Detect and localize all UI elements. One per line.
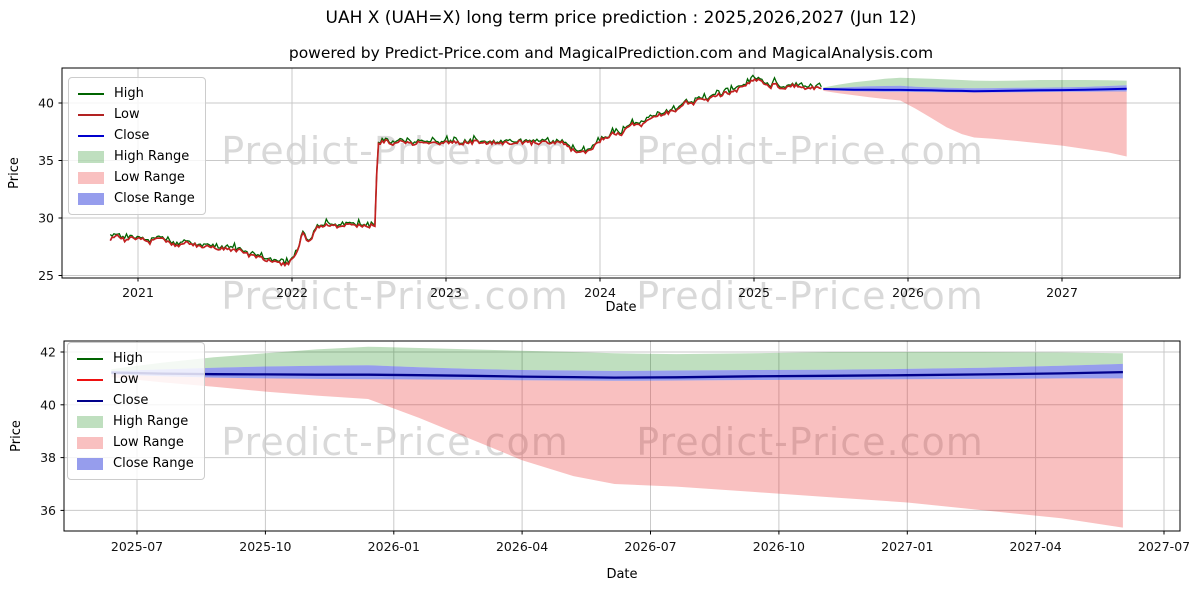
legend-item-low-range: Low Range bbox=[78, 167, 195, 188]
legend-item-close-range: Close Range bbox=[78, 188, 195, 209]
x-axis-label: Date bbox=[606, 567, 637, 582]
figure-subtitle: powered by Predict-Price.com and Magical… bbox=[288, 44, 934, 62]
close-forecast-line bbox=[823, 87, 1127, 93]
x-tick-label: 2021 bbox=[122, 285, 154, 300]
legend-swatch-high-range bbox=[77, 415, 103, 428]
high-range-band bbox=[823, 77, 1127, 89]
y-tick-label: 40 bbox=[38, 96, 54, 111]
legend-item-low: Low bbox=[78, 104, 195, 125]
y-tick-label: 36 bbox=[40, 503, 56, 518]
legend-item-close: Close bbox=[77, 390, 194, 411]
chart-forecast-zoom: 2025-07 2025-10 2026-01 2026-04 2026-07 2026-… bbox=[9, 340, 1190, 582]
history-lines bbox=[109, 74, 822, 267]
legend-label-close: Close bbox=[113, 393, 149, 408]
watermark-text: Predict-Price.com bbox=[636, 274, 984, 318]
legend-swatch-close bbox=[77, 399, 103, 402]
high-line bbox=[109, 74, 822, 267]
legend-swatch-high-range bbox=[78, 150, 104, 163]
low-line bbox=[109, 78, 822, 267]
legend-item-high: High bbox=[77, 348, 194, 369]
x-tick-label: 2027-04 bbox=[1009, 539, 1061, 554]
watermark-text: Predict-Price.com bbox=[636, 129, 984, 173]
x-tick-label: 2027-07 bbox=[1138, 539, 1190, 554]
x-tick-label: 2026-07 bbox=[624, 539, 676, 554]
legend-bottom-chart: High Low Close High Range Low Range Close Ran… bbox=[67, 342, 205, 480]
legend-swatch-high bbox=[78, 92, 104, 95]
x-tick-label: 2023 bbox=[430, 285, 462, 300]
low-range-band bbox=[823, 89, 1127, 157]
x-tick-label: 2026-10 bbox=[753, 539, 805, 554]
close-line-history bbox=[109, 78, 822, 267]
x-tick-label: 2025-10 bbox=[239, 539, 291, 554]
legend-label-close: Close bbox=[114, 128, 150, 143]
legend-label-low: Low bbox=[113, 372, 139, 387]
legend-top-chart: High Low Close High Range Low Range Close Ran… bbox=[68, 77, 206, 215]
legend-label-low-range: Low Range bbox=[113, 435, 184, 450]
x-tick-label: 2026-04 bbox=[496, 539, 548, 554]
watermark-text: Predict-Price.com bbox=[221, 129, 569, 173]
y-tick-label: 30 bbox=[38, 211, 54, 226]
legend-label-low: Low bbox=[114, 107, 140, 122]
legend-swatch-high bbox=[77, 357, 103, 360]
legend-swatch-low-range bbox=[77, 436, 103, 449]
legend-item-low: Low bbox=[77, 369, 194, 390]
legend-item-close: Close bbox=[78, 125, 195, 146]
x-tick-label: 2022 bbox=[276, 285, 308, 300]
watermark-text: Predict-Price.com bbox=[221, 274, 569, 318]
forecast-bands bbox=[823, 77, 1127, 157]
low-range-band bbox=[111, 374, 1123, 528]
legend-swatch-close-range bbox=[78, 192, 104, 205]
legend-item-high-range: High Range bbox=[78, 146, 195, 167]
legend-swatch-close-range bbox=[77, 457, 103, 470]
x-tick-label: 2025-07 bbox=[111, 539, 163, 554]
x-tick-label: 2026 bbox=[892, 285, 924, 300]
watermark-text: Predict-Price.com bbox=[636, 420, 984, 464]
plot-border bbox=[63, 340, 1181, 532]
legend-label-high-range: High Range bbox=[113, 414, 189, 429]
x-tick-label: 2024 bbox=[584, 285, 616, 300]
legend-label-high: High bbox=[113, 351, 143, 366]
legend-swatch-low bbox=[77, 378, 103, 381]
plot-border bbox=[61, 67, 1181, 279]
chart-long-term-history-and-forecast: 2021 2022 2023 2024 2025 2026 2027 25 30 35 40 Date… bbox=[7, 67, 1181, 315]
legend-swatch-low bbox=[78, 113, 104, 116]
legend-label-close-range: Close Range bbox=[113, 456, 194, 471]
y-tick-label: 42 bbox=[40, 345, 56, 360]
legend-item-low-range: Low Range bbox=[77, 432, 194, 453]
watermark-text: Predict-Price.com bbox=[221, 420, 569, 464]
legend-label-low-range: Low Range bbox=[114, 170, 185, 185]
legend-swatch-close bbox=[78, 134, 104, 137]
legend-item-high: High bbox=[78, 83, 195, 104]
legend-label-high-range: High Range bbox=[114, 149, 190, 164]
y-tick-label: 25 bbox=[38, 268, 54, 283]
x-tick-label: 2027-01 bbox=[881, 539, 933, 554]
y-tick-label: 38 bbox=[40, 450, 56, 465]
close-forecast-line bbox=[111, 370, 1123, 379]
legend-label-close-range: Close Range bbox=[114, 191, 195, 206]
y-tick-label: 40 bbox=[40, 397, 56, 412]
high-range-band bbox=[111, 346, 1123, 371]
legend-item-close-range: Close Range bbox=[77, 453, 194, 474]
ticks-and-labels: 2025-07 2025-10 2026-01 2026-04 2026-07 2026-… bbox=[40, 345, 1190, 555]
x-tick-label: 2027 bbox=[1046, 285, 1078, 300]
y-axis-label: Price bbox=[9, 420, 24, 452]
legend-item-high-range: High Range bbox=[77, 411, 194, 432]
y-tick-label: 35 bbox=[38, 153, 54, 168]
figure-title: UAH X (UAH=X) long term price prediction… bbox=[325, 8, 917, 28]
ticks-and-labels: 2021 2022 2023 2024 2025 2026 2027 25 30 35 40 bbox=[38, 96, 1078, 301]
legend-label-high: High bbox=[114, 86, 144, 101]
legend-swatch-low-range bbox=[78, 171, 104, 184]
x-axis-label: Date bbox=[605, 300, 636, 315]
x-tick-label: 2026-01 bbox=[368, 539, 420, 554]
x-tick-label: 2025 bbox=[738, 285, 770, 300]
y-axis-label: Price bbox=[7, 157, 22, 189]
